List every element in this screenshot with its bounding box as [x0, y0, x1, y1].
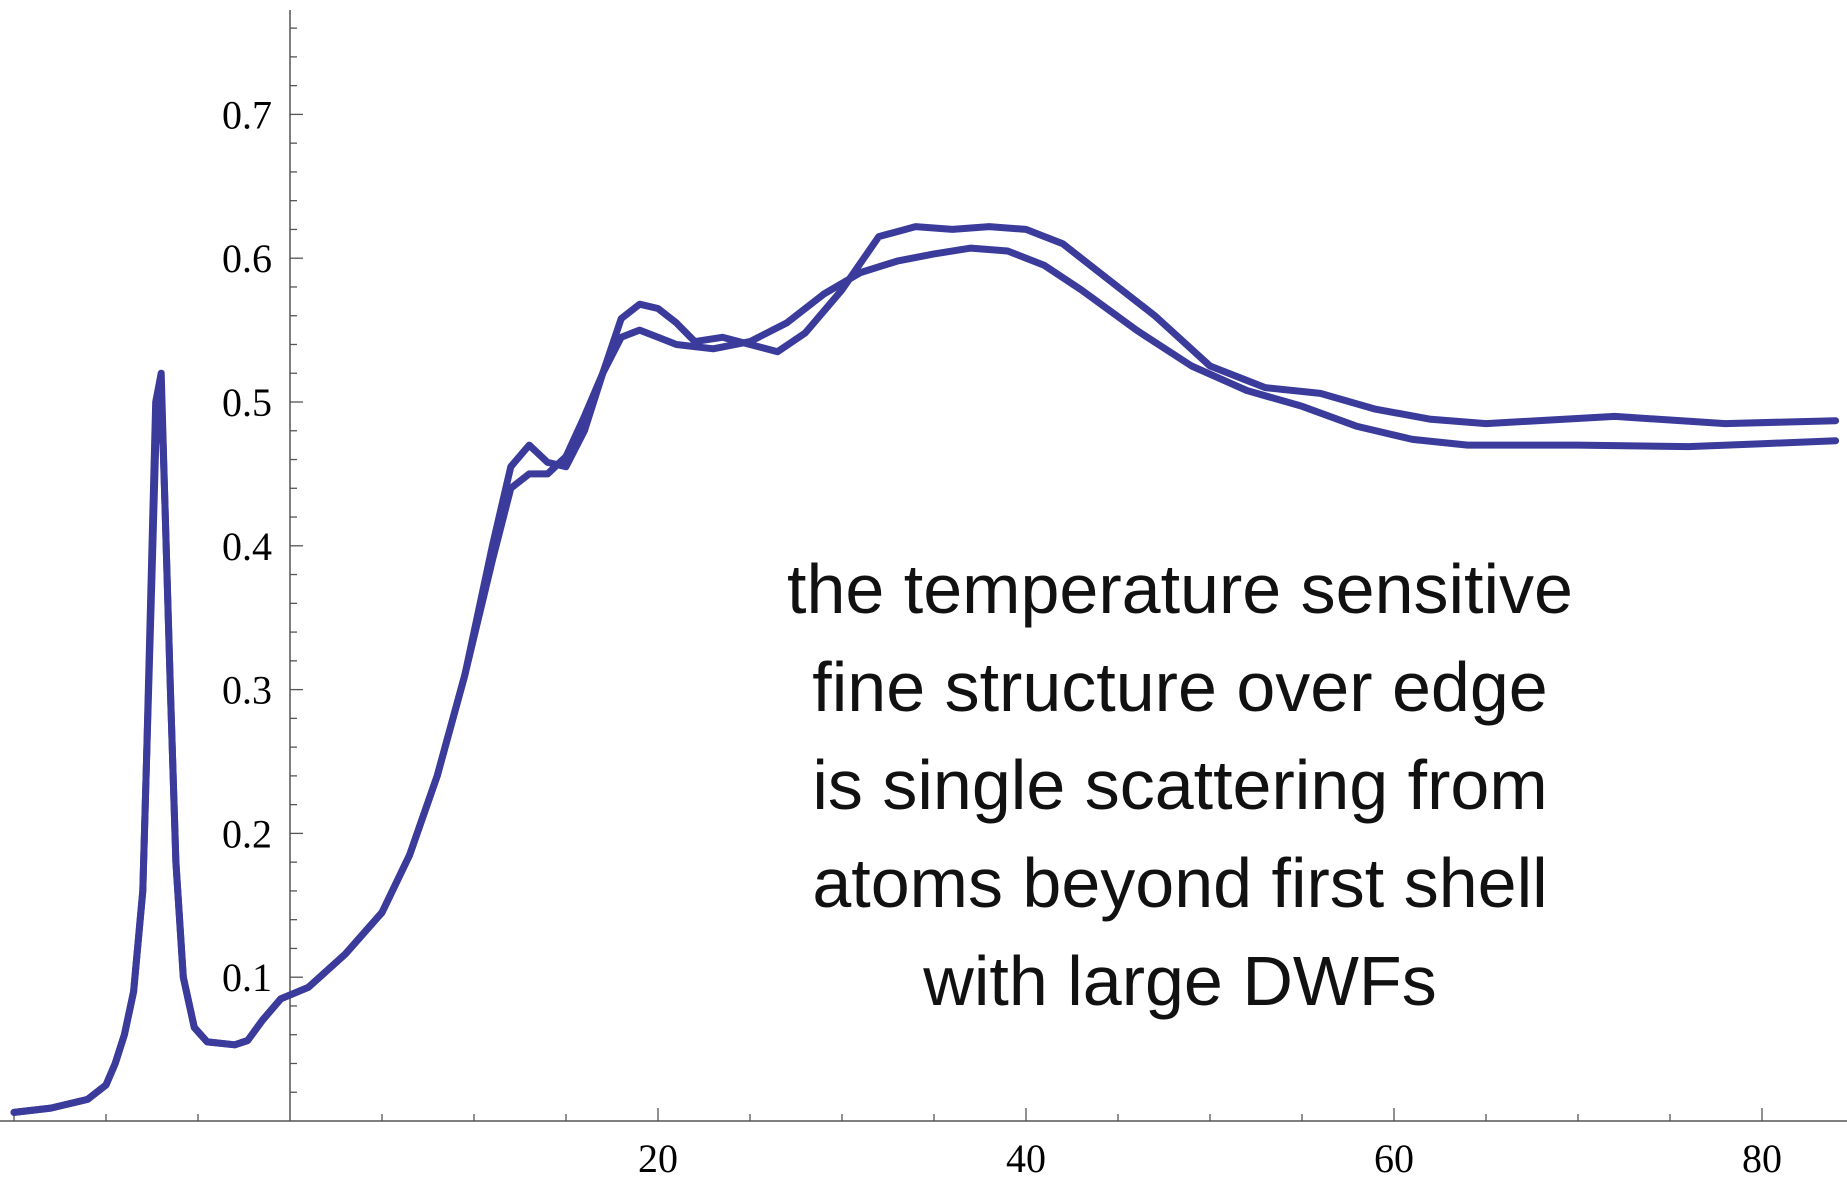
annotation-line-2: fine structure over edge	[812, 648, 1548, 726]
annotation-line-1: the temperature sensitive	[787, 550, 1573, 628]
y-tick-label: 0.7	[222, 92, 272, 137]
y-tick-label: 0.5	[222, 380, 272, 425]
axes	[0, 10, 1847, 1122]
series-line-2	[10, 223, 1840, 1116]
annotation-text: the temperature sensitive fine structure…	[640, 540, 1720, 1030]
y-tick-label: 0.1	[222, 955, 272, 1000]
x-tick-label: 60	[1374, 1136, 1414, 1180]
tick-labels: 20 40 60 80 0.1 0.2 0.3 0.4 0.5 0.6 0.7	[222, 92, 1782, 1180]
ticks	[13, 27, 1763, 1121]
x-tick-label: 20	[638, 1136, 678, 1180]
annotation-line-5: with large DWFs	[923, 942, 1437, 1020]
y-tick-label: 0.4	[222, 524, 272, 569]
y-tick-label: 0.2	[222, 811, 272, 856]
x-tick-label: 40	[1006, 1136, 1046, 1180]
annotation-line-3: is single scattering from	[812, 746, 1548, 824]
annotation-line-4: atoms beyond first shell	[812, 844, 1548, 922]
y-tick-label: 0.6	[222, 236, 272, 281]
x-tick-label: 80	[1742, 1136, 1782, 1180]
series-group	[10, 223, 1840, 1116]
y-tick-label: 0.3	[222, 668, 272, 713]
